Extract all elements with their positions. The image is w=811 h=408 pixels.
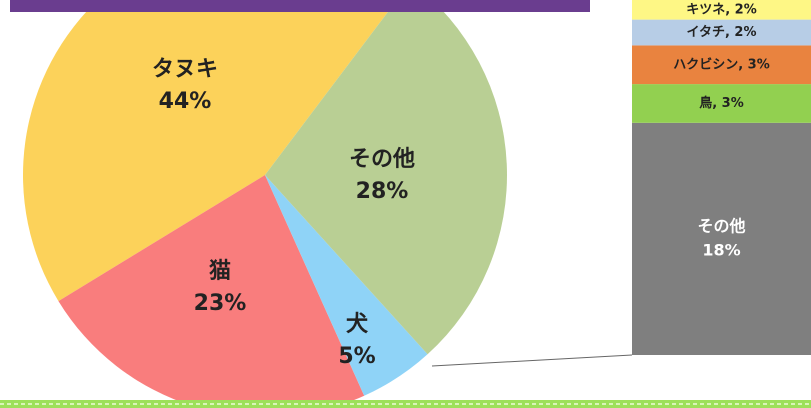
segment-value-label: ハクビシン, 3% [673,56,770,72]
slice-value-label: 5% [338,344,375,369]
bar-group: その他 18% 鳥, 3% ハクビシン, 3% イタチ, 2% キツネ, 2% [632,0,811,355]
segment-label: その他 [697,216,745,235]
slice-label: その他 [349,147,415,172]
pie-group: タヌキ 44% 猫 23% 犬 5% その他 28% [23,0,507,400]
slice-label: タヌキ [152,57,218,82]
pie-slice [265,175,428,396]
pie-slice [58,175,365,400]
slice-value-label: 44% [159,89,212,114]
bar-segment [632,19,811,46]
ground-strip [0,400,811,408]
bar-segment [632,45,811,85]
segment-value-label: 18% [702,240,740,259]
title-bar [10,0,590,12]
connector [431,354,633,367]
bar-segment [632,84,811,123]
pie-slice [23,0,397,302]
bar-segment [632,0,811,20]
segment-value-label: イタチ, 2% [686,25,756,40]
slice-label: 犬 [346,312,369,337]
segment-value-label: 鳥, 3% [699,95,744,111]
pie-slice [265,0,507,355]
segment-value-label: キツネ, 2% [686,3,757,18]
bar-segment [632,122,811,355]
slice-label: 猫 [209,259,231,284]
slice-value-label: 28% [356,179,409,204]
slice-value-label: 23% [194,291,247,316]
